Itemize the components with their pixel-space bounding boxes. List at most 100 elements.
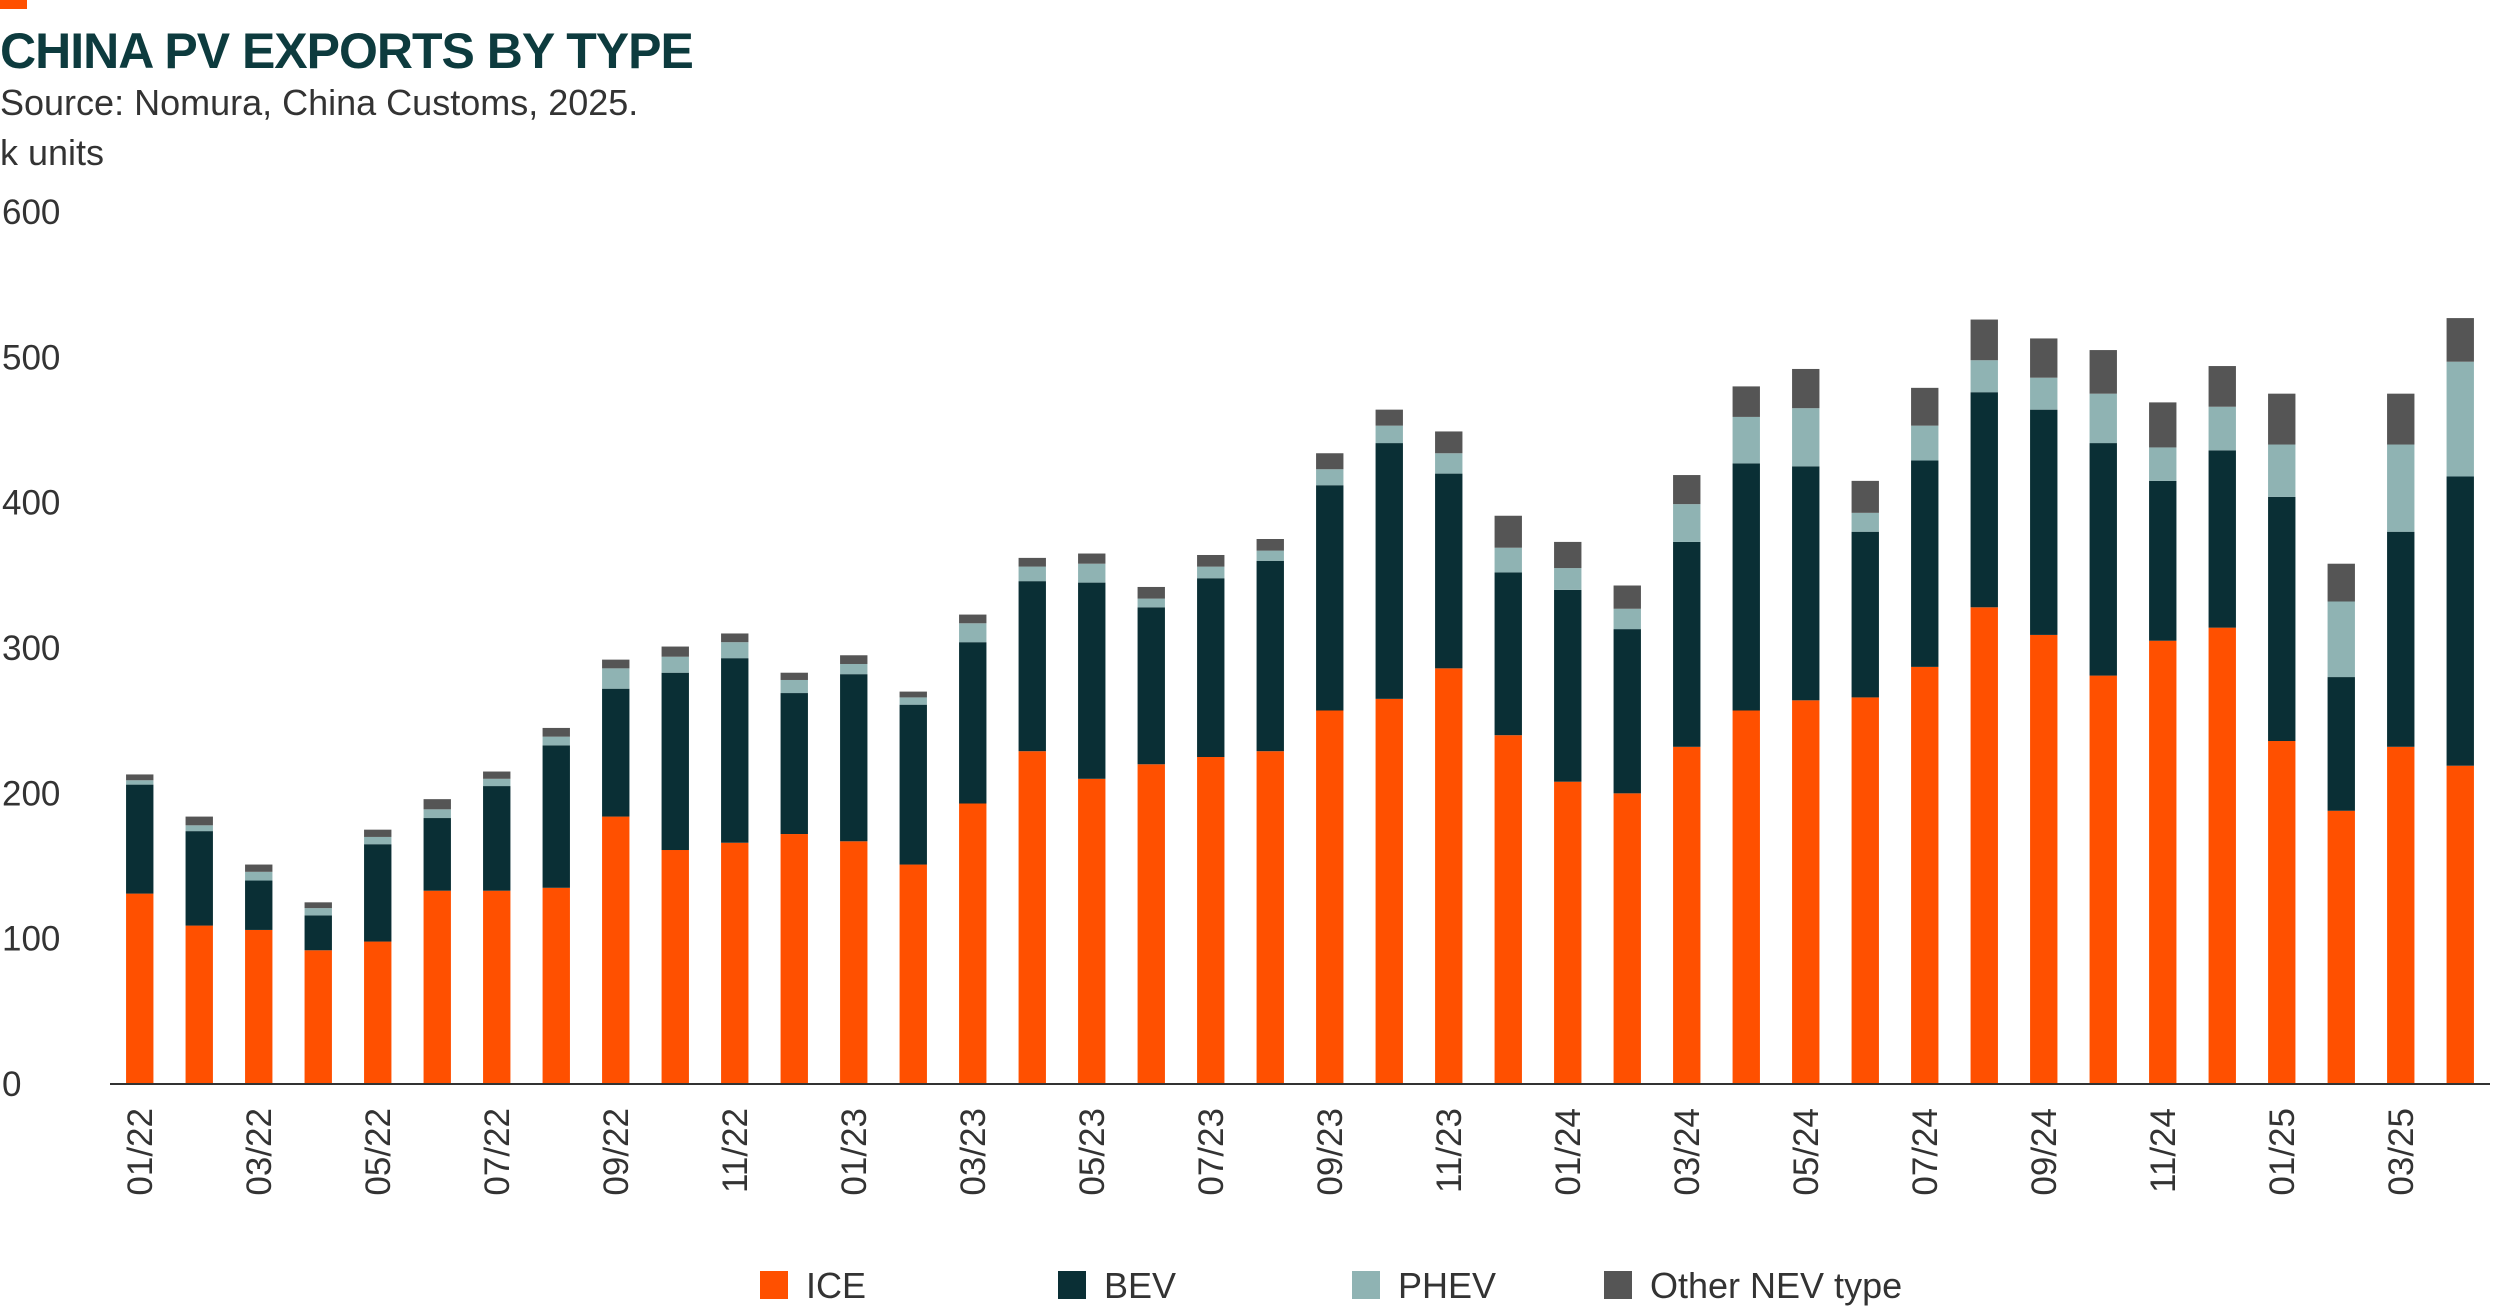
bar-segment-phev	[899, 697, 927, 705]
bar-segment-other-nev-type	[602, 659, 630, 669]
bar-segment-bev	[1554, 589, 1582, 782]
y-tick-label: 0	[2, 1065, 21, 1104]
bar-segment-bev	[2268, 496, 2296, 742]
x-tick-label: 09/23	[1311, 1108, 1350, 1196]
x-tick-label: 03/24	[1668, 1108, 1707, 1196]
bar-segment-ice	[2208, 627, 2236, 1084]
y-tick-label: 200	[2, 774, 60, 813]
bar-segment-other-nev-type	[245, 864, 273, 872]
bar-segment-ice	[1792, 700, 1820, 1084]
bar-segment-ice	[1554, 781, 1582, 1084]
x-axis-ticks: 01/22 03/22 05/22 07/22 09/22 11/22 01/23 03/23…	[121, 1108, 2421, 1196]
bar-segment-phev	[423, 809, 451, 819]
bar-segment-bev	[364, 844, 392, 942]
x-tick-label: 07/24	[1906, 1108, 1945, 1196]
x-tick-label: 05/22	[359, 1108, 398, 1196]
bar-segment-bev	[1256, 560, 1284, 752]
bar-segment-phev	[780, 679, 808, 694]
bar-segment-phev	[1197, 566, 1225, 579]
bar-segment-bev	[2089, 443, 2117, 676]
bar-segment-ice	[1137, 764, 1165, 1084]
y-axis-unit: k units	[0, 132, 105, 173]
x-tick-label: 07/23	[1192, 1108, 1231, 1196]
bar-segment-phev	[1554, 568, 1582, 590]
bar-segment-bev	[2387, 531, 2415, 747]
bar-segment-bev	[1970, 392, 1998, 608]
bar-segment-ice	[721, 842, 749, 1084]
bar-segment-ice	[899, 864, 927, 1084]
bar-segment-bev	[959, 642, 987, 804]
bar-segment-bev	[1018, 581, 1046, 752]
bar-segment-phev	[1970, 360, 1998, 393]
bar-segment-bev	[185, 831, 213, 926]
bar-segment-other-nev-type	[304, 902, 332, 909]
bar-segment-bev	[2030, 409, 2058, 635]
bar-segment-phev	[1018, 566, 1046, 582]
bar-segment-other-nev-type	[1375, 409, 1403, 426]
bar-segment-ice	[483, 890, 511, 1084]
bar-segment-bev	[1435, 473, 1463, 669]
bar-segment-ice	[1435, 668, 1463, 1084]
bar-segment-bev	[1613, 629, 1641, 794]
bar-segment-bev	[423, 818, 451, 891]
bar-segment-other-nev-type	[2327, 563, 2355, 602]
legend-label: Other NEV type	[1650, 1265, 1902, 1306]
x-tick-label: 03/23	[954, 1108, 993, 1196]
bar-segment-phev	[1078, 563, 1106, 583]
bar-segment-phev	[542, 736, 570, 746]
bar-segment-bev	[1316, 485, 1344, 711]
bar-segment-phev	[2149, 447, 2177, 481]
bar-segment-bev	[1732, 463, 1760, 711]
bar-segment-bev	[780, 693, 808, 835]
bar-segment-phev	[959, 623, 987, 643]
legend-swatch-phev	[1352, 1271, 1380, 1299]
bar-segment-other-nev-type	[1792, 368, 1820, 409]
bar-segment-bev	[304, 915, 332, 951]
bar-segment-phev	[1435, 453, 1463, 474]
bar-segment-bev	[840, 674, 868, 842]
x-tick-label: 01/25	[2263, 1108, 2302, 1196]
bar-segment-ice	[1613, 793, 1641, 1084]
x-tick-label: 09/24	[2025, 1108, 2064, 1196]
title-accent-bar	[0, 0, 27, 9]
bar-segment-phev	[840, 663, 868, 675]
bar-segment-ice	[185, 925, 213, 1084]
bar-segment-bev	[1375, 443, 1403, 699]
bar-segment-other-nev-type	[959, 614, 987, 624]
bar-segment-bev	[1078, 582, 1106, 779]
bar-segment-phev	[1256, 550, 1284, 561]
y-tick-label: 100	[2, 920, 60, 959]
bar-segment-bev	[2208, 450, 2236, 628]
bar-segment-phev	[483, 778, 511, 787]
bar-segment-ice	[2268, 741, 2296, 1084]
bar-segment-bev	[1792, 466, 1820, 701]
bar-segment-ice	[602, 816, 630, 1084]
x-tick-label: 01/24	[1549, 1108, 1588, 1196]
bar-segment-phev	[2327, 601, 2355, 678]
bar-segment-phev	[304, 908, 332, 916]
x-tick-label: 07/22	[478, 1108, 517, 1196]
bar-segment-phev	[1494, 547, 1522, 573]
bar-segment-other-nev-type	[1911, 387, 1939, 426]
legend-label: ICE	[806, 1265, 866, 1306]
bar-segment-other-nev-type	[423, 799, 451, 810]
bar-segment-phev	[661, 656, 689, 673]
bar-segment-ice	[1970, 607, 1998, 1084]
legend: ICE BEV PHEV Other NEV type	[760, 1265, 1902, 1306]
bar-segment-ice	[1078, 778, 1106, 1084]
bar-segment-bev	[2327, 677, 2355, 811]
bar-segment-other-nev-type	[1554, 541, 1582, 569]
bar-segment-phev	[2089, 393, 2117, 444]
x-tick-label: 01/22	[121, 1108, 160, 1196]
x-tick-label: 05/23	[1073, 1108, 1112, 1196]
bar-stacks	[126, 318, 2474, 1084]
bar-segment-ice	[2149, 640, 2177, 1084]
bar-segment-other-nev-type	[1137, 586, 1165, 599]
x-tick-label: 09/22	[597, 1108, 636, 1196]
bar-segment-other-nev-type	[1316, 453, 1344, 470]
bar-segment-other-nev-type	[2149, 402, 2177, 448]
chart-source: Source: Nomura, China Customs, 2025.	[0, 82, 639, 123]
bar-segment-other-nev-type	[185, 816, 213, 826]
bar-segment-phev	[2387, 444, 2415, 532]
